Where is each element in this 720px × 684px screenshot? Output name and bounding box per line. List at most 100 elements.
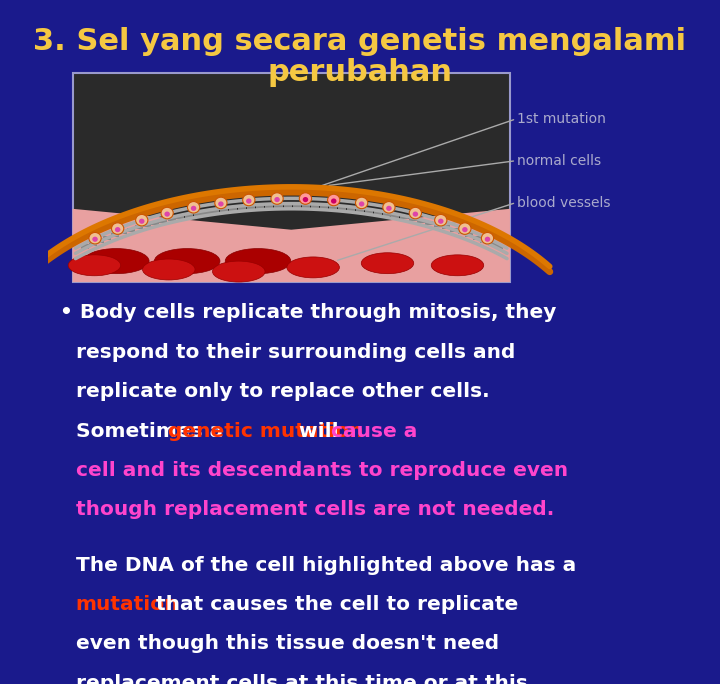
Ellipse shape xyxy=(215,197,227,209)
Ellipse shape xyxy=(409,207,421,219)
FancyBboxPatch shape xyxy=(89,241,96,246)
FancyBboxPatch shape xyxy=(426,221,433,225)
Ellipse shape xyxy=(135,214,148,226)
FancyBboxPatch shape xyxy=(320,205,328,209)
Text: respond to their surrounding cells and: respond to their surrounding cells and xyxy=(76,343,515,362)
FancyBboxPatch shape xyxy=(293,205,301,209)
Ellipse shape xyxy=(459,223,471,235)
Text: cell and its descendants to reproduce even: cell and its descendants to reproduce ev… xyxy=(76,461,568,480)
Text: perubahan: perubahan xyxy=(268,57,452,87)
Ellipse shape xyxy=(462,227,467,233)
Ellipse shape xyxy=(115,227,120,233)
Text: cause a: cause a xyxy=(331,421,418,440)
Text: 3. Sel yang secara genetis mengalami: 3. Sel yang secara genetis mengalami xyxy=(33,27,687,56)
FancyBboxPatch shape xyxy=(202,211,210,215)
FancyBboxPatch shape xyxy=(400,215,408,220)
FancyBboxPatch shape xyxy=(274,205,282,209)
Ellipse shape xyxy=(68,255,121,276)
FancyBboxPatch shape xyxy=(256,205,264,209)
Ellipse shape xyxy=(154,248,220,274)
FancyBboxPatch shape xyxy=(247,206,256,210)
FancyBboxPatch shape xyxy=(211,209,220,214)
Ellipse shape xyxy=(383,202,395,213)
Ellipse shape xyxy=(356,197,368,209)
Text: 1st mutation: 1st mutation xyxy=(517,111,606,126)
Ellipse shape xyxy=(271,193,283,205)
Text: replicate only to replace other cells.: replicate only to replace other cells. xyxy=(76,382,490,401)
FancyBboxPatch shape xyxy=(465,233,474,237)
Text: The DNA of the cell highlighted above has a: The DNA of the cell highlighted above ha… xyxy=(76,555,576,575)
Text: genetic mutation: genetic mutation xyxy=(168,421,364,440)
FancyBboxPatch shape xyxy=(111,233,119,237)
FancyBboxPatch shape xyxy=(143,223,150,227)
Ellipse shape xyxy=(92,237,98,242)
Ellipse shape xyxy=(243,194,255,206)
FancyBboxPatch shape xyxy=(374,211,382,215)
FancyBboxPatch shape xyxy=(302,205,310,209)
FancyBboxPatch shape xyxy=(266,205,274,209)
FancyBboxPatch shape xyxy=(408,217,417,221)
Ellipse shape xyxy=(112,223,124,235)
FancyBboxPatch shape xyxy=(159,219,168,223)
FancyBboxPatch shape xyxy=(168,217,176,221)
Ellipse shape xyxy=(331,198,336,204)
Ellipse shape xyxy=(361,253,414,274)
FancyBboxPatch shape xyxy=(473,235,481,239)
Ellipse shape xyxy=(287,257,339,278)
Text: though replacement cells are not needed.: though replacement cells are not needed. xyxy=(76,501,554,519)
Text: that causes the cell to replicate: that causes the cell to replicate xyxy=(150,595,518,614)
Ellipse shape xyxy=(435,214,447,226)
Text: mutation: mutation xyxy=(76,595,179,614)
FancyBboxPatch shape xyxy=(135,225,143,230)
Ellipse shape xyxy=(89,233,101,244)
Text: Sometimes a: Sometimes a xyxy=(76,421,230,440)
Ellipse shape xyxy=(359,201,364,207)
Text: will: will xyxy=(292,421,346,440)
Polygon shape xyxy=(73,209,510,282)
Text: • Body cells replicate through mitosis, they: • Body cells replicate through mitosis, … xyxy=(60,303,557,322)
Ellipse shape xyxy=(482,233,494,244)
Ellipse shape xyxy=(246,198,251,204)
FancyBboxPatch shape xyxy=(176,215,184,220)
Text: normal cells: normal cells xyxy=(517,154,601,168)
FancyBboxPatch shape xyxy=(495,244,503,248)
Ellipse shape xyxy=(143,259,195,280)
FancyBboxPatch shape xyxy=(382,212,391,216)
FancyBboxPatch shape xyxy=(365,209,373,214)
FancyBboxPatch shape xyxy=(450,228,458,232)
FancyBboxPatch shape xyxy=(311,205,319,209)
Ellipse shape xyxy=(431,255,484,276)
Text: blood vessels: blood vessels xyxy=(517,196,611,209)
FancyBboxPatch shape xyxy=(433,223,441,227)
FancyBboxPatch shape xyxy=(81,244,89,248)
Ellipse shape xyxy=(191,206,197,211)
FancyBboxPatch shape xyxy=(480,239,489,243)
FancyBboxPatch shape xyxy=(347,207,355,212)
Text: replacement cells at this time or at this: replacement cells at this time or at thi… xyxy=(76,674,528,684)
FancyBboxPatch shape xyxy=(356,209,364,213)
Ellipse shape xyxy=(161,207,174,219)
Ellipse shape xyxy=(139,219,145,224)
Ellipse shape xyxy=(187,202,199,213)
Ellipse shape xyxy=(413,211,418,217)
FancyBboxPatch shape xyxy=(458,231,466,235)
Ellipse shape xyxy=(302,197,308,202)
FancyBboxPatch shape xyxy=(441,225,450,230)
Ellipse shape xyxy=(300,193,312,205)
Ellipse shape xyxy=(218,201,224,207)
FancyBboxPatch shape xyxy=(238,207,246,211)
FancyBboxPatch shape xyxy=(185,213,193,218)
FancyBboxPatch shape xyxy=(229,207,237,212)
FancyBboxPatch shape xyxy=(151,221,159,225)
FancyBboxPatch shape xyxy=(487,241,496,246)
Ellipse shape xyxy=(328,194,340,206)
FancyBboxPatch shape xyxy=(284,205,292,209)
Ellipse shape xyxy=(225,248,291,274)
FancyBboxPatch shape xyxy=(392,213,400,218)
FancyBboxPatch shape xyxy=(73,73,510,282)
Ellipse shape xyxy=(84,248,149,274)
FancyBboxPatch shape xyxy=(220,209,228,213)
Ellipse shape xyxy=(274,197,280,202)
FancyBboxPatch shape xyxy=(194,212,202,216)
Ellipse shape xyxy=(438,219,444,224)
